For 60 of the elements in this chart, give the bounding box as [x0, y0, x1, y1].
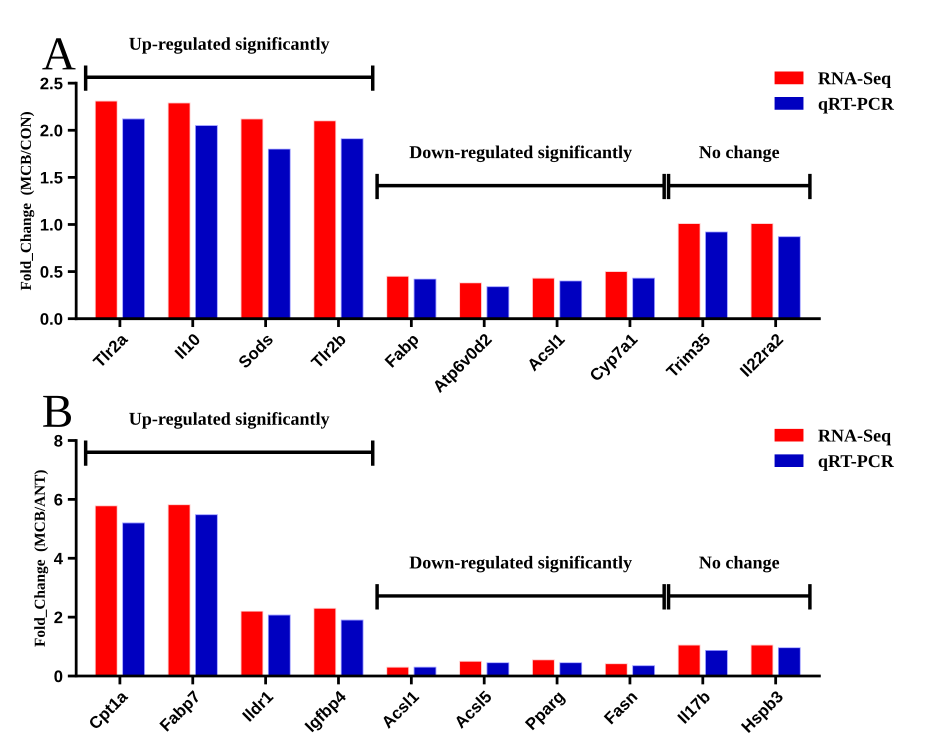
y-tick-label: 2.0	[40, 124, 62, 136]
text: B	[43, 396, 71, 427]
bar	[459, 660, 482, 676]
bar	[94, 100, 118, 319]
bar	[750, 223, 774, 319]
bar	[532, 659, 555, 676]
bar	[313, 608, 336, 676]
y-tick-label: 1.0	[40, 218, 62, 231]
x-tick-label: Il10	[174, 332, 201, 360]
bar	[240, 610, 264, 676]
bar	[778, 236, 801, 319]
bar	[486, 286, 510, 319]
y-tick-label: 2.5	[40, 78, 63, 90]
text: Up-regulated significantly	[129, 37, 330, 54]
bar	[168, 504, 190, 676]
bar	[532, 278, 555, 319]
bar	[240, 118, 264, 319]
text: A	[42, 38, 76, 70]
bar	[195, 125, 218, 319]
legend-label: qRT-PCR	[818, 98, 894, 114]
bar	[168, 102, 190, 319]
bar	[340, 620, 364, 676]
bar	[678, 644, 700, 676]
legend-label: RNA-Seq	[818, 72, 891, 88]
y-tick-label: 0.5	[40, 266, 63, 278]
bar	[122, 118, 145, 319]
bar	[632, 278, 655, 319]
bar	[386, 276, 410, 319]
annotation: No change	[699, 556, 780, 572]
y-tick-label: 4	[54, 552, 63, 564]
bar	[604, 271, 628, 319]
bar	[268, 148, 291, 319]
bar	[268, 614, 291, 676]
y-axis-title: Fold_Change (MCB/CON)	[20, 112, 34, 290]
bar	[94, 505, 118, 676]
bar	[559, 280, 582, 319]
legend-label: qRT-PCR	[818, 455, 894, 471]
legend-label: RNA-Seq	[818, 430, 891, 446]
bar	[459, 282, 482, 319]
y-tick-label: 0.0	[40, 313, 62, 325]
y-tick-label: 2	[54, 612, 62, 624]
text: Up-regulated significantly	[129, 412, 330, 429]
bar	[195, 514, 218, 676]
bar	[705, 232, 728, 319]
bar	[778, 647, 801, 676]
y-tick-label: 0	[54, 670, 62, 682]
bar	[678, 223, 700, 319]
y-tick-label: 6	[54, 494, 62, 506]
y-tick-label: 8	[54, 434, 62, 447]
bar	[414, 278, 436, 319]
annotation: Down-regulated significantly	[410, 145, 632, 162]
bar	[313, 120, 336, 319]
bar	[340, 138, 364, 319]
bar	[122, 522, 145, 676]
bar	[705, 650, 728, 676]
y-axis-title: Fold_Change (MCB/ANT)	[34, 470, 48, 647]
bar	[750, 644, 774, 676]
y-tick-label: 1.5	[40, 172, 63, 184]
annotation: Down-regulated significantly	[410, 556, 632, 572]
annotation: No change	[699, 146, 780, 162]
